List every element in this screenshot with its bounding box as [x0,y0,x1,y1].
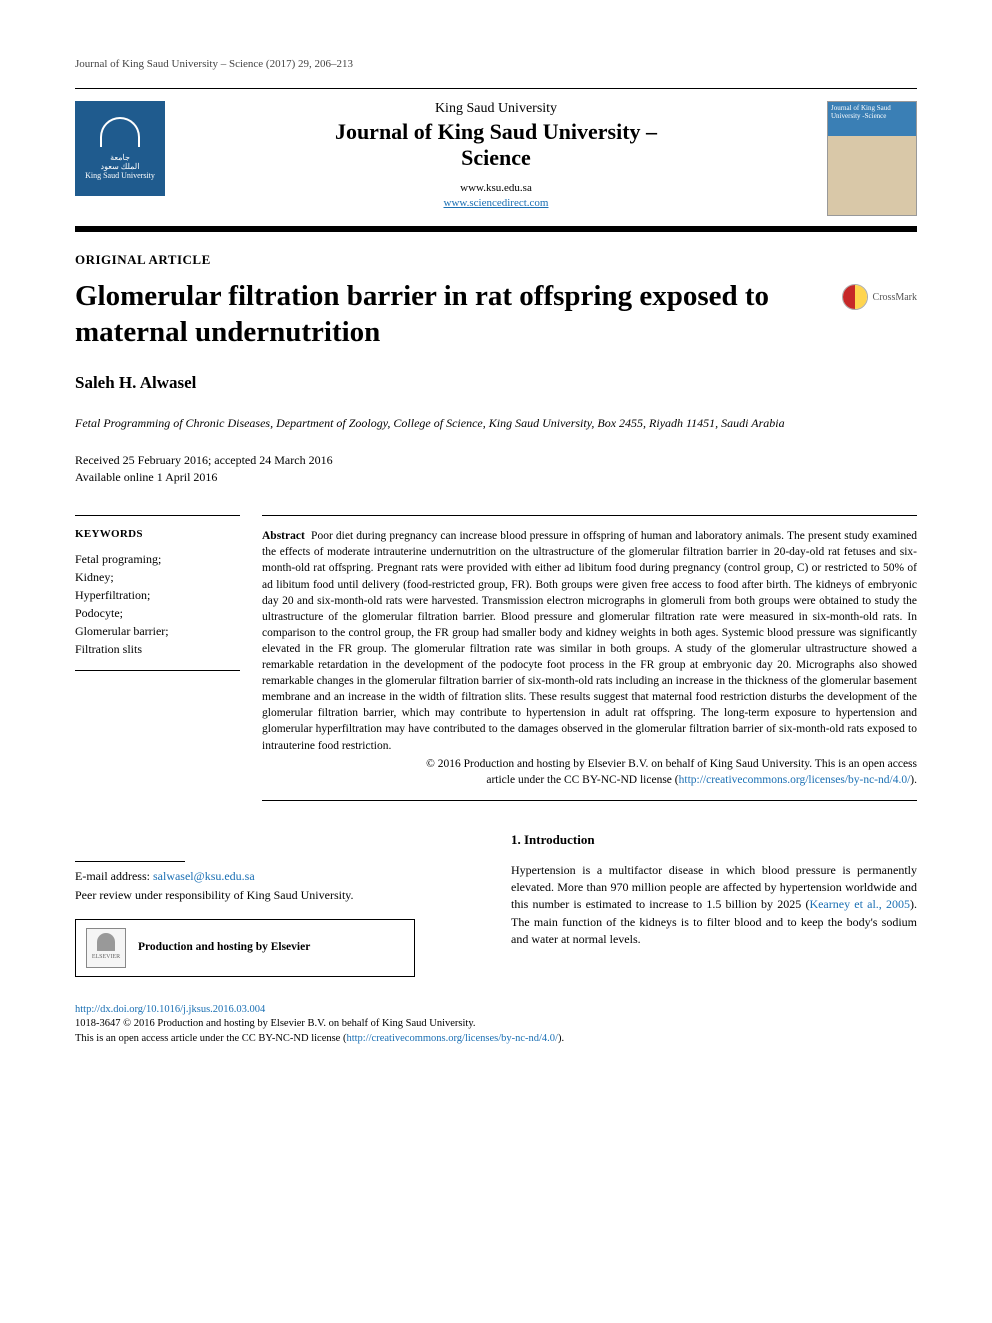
abstract-text: Abstract Poor diet during pregnancy can … [262,528,917,753]
keyword-item: Filtration slits [75,640,240,658]
crossmark-badge[interactable]: CrossMark [842,284,917,310]
journal-header: جامعة الملك سعود King Saud University Ki… [75,88,917,216]
peer-review-note: Peer review under responsibility of King… [75,887,481,904]
footer-license-prefix: This is an open access article under the… [75,1033,346,1044]
right-column: 1. Introduction Hypertension is a multif… [511,831,917,977]
running-header: Journal of King Saud University – Scienc… [75,58,917,70]
crossmark-icon [842,284,868,310]
keyword-item: Fetal programing; [75,550,240,568]
email-footnote: E-mail address: salwasel@ksu.edu.sa [75,868,481,885]
body-two-column: E-mail address: salwasel@ksu.edu.sa Peer… [75,831,917,977]
email-label: E-mail address: [75,869,153,883]
author-email-link[interactable]: salwasel@ksu.edu.sa [153,869,255,883]
logo-arch-icon [100,117,140,147]
journal-title-l1: Journal of King Saud University – [335,119,657,144]
keyword-item: Hyperfiltration; [75,586,240,604]
license-link[interactable]: http://creativecommons.org/licenses/by-n… [679,774,911,786]
keywords-heading: KEYWORDS [75,528,240,540]
introduction-text: Hypertension is a multifactor disease in… [511,862,917,949]
elsevier-logo: ELSEVIER [86,928,126,968]
journal-url-ksu: www.ksu.edu.sa [185,182,807,194]
journal-url-sciencedirect[interactable]: www.sciencedirect.com [444,197,549,209]
abstract-keywords-block: KEYWORDS Fetal programing; Kidney; Hyper… [75,515,917,801]
available-online-date: Available online 1 April 2016 [75,470,917,485]
title-row: Glomerular filtration barrier in rat off… [75,278,917,351]
cover-text: Journal of King Saud University -Science [831,105,913,120]
author-affiliation: Fetal Programming of Chronic Diseases, D… [75,415,917,432]
keyword-item: Podocyte; [75,604,240,622]
crossmark-label: CrossMark [873,292,917,303]
left-column: E-mail address: salwasel@ksu.edu.sa Peer… [75,831,481,977]
keyword-item: Glomerular barrier; [75,622,240,640]
copyright-line2-suffix: ). [910,774,917,786]
ksu-logo: جامعة الملك سعود King Saud University [75,101,165,196]
doi-link[interactable]: http://dx.doi.org/10.1016/j.jksus.2016.0… [75,1004,265,1015]
logo-text-ar1: جامعة [110,153,130,162]
author-name: Saleh H. Alwasel [75,373,917,393]
copyright-line2-prefix: article under the CC BY-NC-ND license ( [486,774,678,786]
journal-title-l2: Science [461,145,531,170]
header-divider-bar [75,226,917,232]
page-footer: http://dx.doi.org/10.1016/j.jksus.2016.0… [75,1003,917,1047]
university-name: King Saud University [185,101,807,117]
abstract-copyright: © 2016 Production and hosting by Elsevie… [262,756,917,788]
journal-title: Journal of King Saud University – Scienc… [185,119,807,172]
abstract-label: Abstract [262,530,305,542]
elsevier-tree-icon [97,933,115,951]
elsevier-label: ELSEVIER [92,953,120,962]
received-accepted-dates: Received 25 February 2016; accepted 24 M… [75,453,917,468]
abstract-body: Poor diet during pregnancy can increase … [262,530,917,751]
journal-title-block: King Saud University Journal of King Sau… [185,101,807,210]
logo-text-ar2: الملك سعود [101,162,140,171]
keyword-item: Kidney; [75,568,240,586]
footnote-rule [75,861,185,862]
copyright-line1: © 2016 Production and hosting by Elsevie… [426,758,917,770]
spacer [75,831,481,861]
elsevier-hosting-box: ELSEVIER Production and hosting by Elsev… [75,919,415,977]
hosting-text: Production and hosting by Elsevier [138,939,310,956]
journal-cover-thumbnail: Journal of King Saud University -Science [827,101,917,216]
article-type-label: ORIGINAL ARTICLE [75,252,917,268]
section-heading-introduction: 1. Introduction [511,831,917,850]
paper-title: Glomerular filtration barrier in rat off… [75,278,822,351]
footer-copyright: 1018-3647 © 2016 Production and hosting … [75,1018,476,1029]
logo-text-en: King Saud University [85,171,155,180]
citation-link[interactable]: Kearney et al., 2005 [809,897,910,911]
footer-license-link[interactable]: http://creativecommons.org/licenses/by-n… [346,1033,558,1044]
footer-license-suffix: ). [558,1033,564,1044]
keywords-box: KEYWORDS Fetal programing; Kidney; Hyper… [75,515,240,671]
abstract-column: Abstract Poor diet during pregnancy can … [262,515,917,801]
